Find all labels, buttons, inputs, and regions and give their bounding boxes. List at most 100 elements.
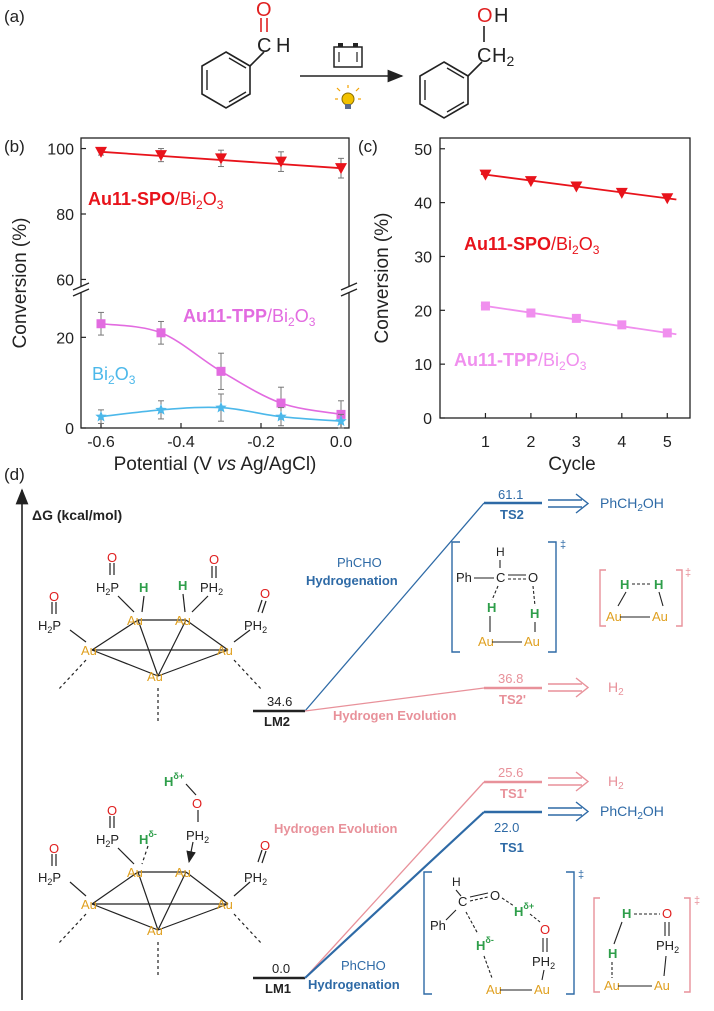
ts1-o-atom: O <box>490 888 500 903</box>
reactant-ring-double-bond <box>228 91 247 103</box>
ts2-structure: ‡ Ph H C O H H Au Au <box>451 539 566 653</box>
level-ts1p-value: 25.6 <box>498 765 523 780</box>
chart-b-y-tick-label: 100 <box>47 142 74 159</box>
level-ts1-name: TS1 <box>500 840 524 855</box>
ts1-h-delta-minus: Hδ- <box>476 935 494 953</box>
lm1-au-atom: Au <box>217 897 233 912</box>
product-benzene-ring <box>419 61 469 119</box>
light-bulb-icon <box>335 85 361 109</box>
chart-b-data-point <box>215 401 227 413</box>
ts2-h-green: H <box>530 606 539 621</box>
lm2-h2p-ligand: H2P <box>38 618 61 635</box>
path-label-hydrogenation-bottom: Hydrogenation <box>308 977 400 992</box>
chart-c-frame <box>439 137 691 419</box>
panel-label-c: (c) <box>358 137 378 156</box>
level-ts2p-name: TS2' <box>499 692 526 707</box>
chart-b-axis-break-left-gap <box>74 286 88 292</box>
chart-b-data-point <box>276 398 286 408</box>
ts2-ph-label: Ph <box>456 570 472 585</box>
chart-c-x-tick-label: 1 <box>481 434 490 451</box>
scheme-a: C H O C H2 <box>201 0 514 119</box>
chart-b-data-point <box>216 366 226 376</box>
chart-c-data-point <box>570 181 583 193</box>
path-label-hydrogen-evolution-top: Hydrogen Evolution <box>333 708 457 723</box>
ts2p-dagger: ‡ <box>685 567 691 579</box>
lm1-au-atom: Au <box>147 923 163 938</box>
chart-c-x-tick-label: 5 <box>663 434 672 451</box>
lm1-o-atom: O <box>192 796 202 811</box>
chart-b-data-point <box>95 410 107 422</box>
lm1-h-delta-minus: Hδ- <box>139 829 157 847</box>
chart-b-data-point <box>156 328 166 338</box>
product-hydrogen-atom: H <box>494 5 508 27</box>
lm2-cluster-structure: Au Au Au Au Au H H H2P O PH2 O H2P O PH2… <box>38 550 270 722</box>
ts2-au-atom: Au <box>478 634 494 649</box>
level-ts2-value: 61.1 <box>498 487 523 502</box>
ts2p-h-green: H <box>654 577 663 592</box>
lm2-h-bond <box>141 595 145 613</box>
chart-b-axis-break-left <box>72 282 90 291</box>
lm1-h2p-ligand: H2P <box>96 832 119 849</box>
chart-b-axis-break-left <box>72 288 90 297</box>
ts1p-au-atom: Au <box>654 978 670 993</box>
product-ts2-phch2oh: PhCH2OH <box>600 495 664 514</box>
chart-c-y-tick-label: 0 <box>423 411 432 428</box>
lm2-o-atom: O <box>49 589 59 604</box>
path-lm2-ts2 <box>304 502 485 712</box>
level-lm2-name: LM2 <box>264 714 290 729</box>
ts1-h-delta-plus: Hδ+ <box>514 901 534 919</box>
chart-c-y-tick-label: 20 <box>414 303 432 320</box>
level-lm1-value: 0.0 <box>272 961 290 976</box>
chart-c-legend-spo: Au11-SPO/Bi2O3 <box>464 234 600 257</box>
lm2-o-atom: O <box>209 552 219 567</box>
ts2-h-green: H <box>487 600 496 615</box>
chart-b-x-tick-label: 0.0 <box>330 434 352 451</box>
level-lm2-value: 34.6 <box>267 694 292 709</box>
chart-b-data-point <box>155 403 167 415</box>
chart-b-legend-tpp: Au11-TPP/Bi2O3 <box>183 306 316 329</box>
chart-c-x-tick-label: 4 <box>617 434 626 451</box>
chart-c-y-tick-label: 30 <box>414 249 432 266</box>
chart-b-ylabel: Conversion (%) <box>10 218 31 349</box>
product-arrow-ts2p <box>548 677 590 698</box>
ts2p-structure: ‡ H H Au Au <box>599 567 691 627</box>
ts1p-h-green: H <box>608 946 617 961</box>
lm1-o-atom: O <box>107 803 117 818</box>
chart-b-axis-break-right-gap <box>342 286 356 292</box>
chart-c-xlabel: Cycle <box>548 454 596 475</box>
chart-c-x-tick-label: 3 <box>572 434 581 451</box>
chart-b-x-tick-label: -0.2 <box>247 434 275 451</box>
path-lm1-ts1p <box>304 781 485 979</box>
chart-c-y-tick-label: 40 <box>414 196 432 213</box>
chart-b-frame <box>80 137 350 429</box>
product-arrow-ts1p <box>548 771 590 792</box>
chart-b-legend-bi2o3: Bi2O3 <box>92 364 136 387</box>
product-oxygen-atom: O <box>477 5 493 27</box>
product-h2-label: H2 <box>492 45 514 69</box>
reactant-hydrogen-atom: H <box>276 35 290 57</box>
ts1-dagger: ‡ <box>578 869 584 881</box>
lm1-au-atom: Au <box>81 897 97 912</box>
ts2-au-atom: Au <box>524 634 540 649</box>
path-label-phcho-top: PhCHO <box>337 555 382 570</box>
lm2-h2p-ligand: H2P <box>96 580 119 597</box>
chart-b-data-point <box>215 153 227 165</box>
ts1-o-atom: O <box>540 922 550 937</box>
lm1-h2p-ligand: H2P <box>38 870 61 887</box>
level-ts2p-value: 36.8 <box>498 671 523 686</box>
chart-c-data-point <box>661 193 674 205</box>
panel-label-d: (d) <box>4 465 25 484</box>
product-arrow-ts1 <box>548 801 590 822</box>
ts1p-dagger: ‡ <box>694 895 700 907</box>
lm2-au-atom: Au <box>81 643 97 658</box>
lm2-au-atom: Au <box>127 613 143 628</box>
product-arrow-ts2 <box>548 493 590 514</box>
lm1-ph2-ligand: PH2 <box>186 828 209 845</box>
lm1-au-atom: Au <box>175 865 191 880</box>
ts1p-au-atom: Au <box>604 978 620 993</box>
chart-b-data-point <box>335 163 347 175</box>
ts1-structure: ‡ H C O Ph Hδ+ Hδ- O PH2 Au Au <box>423 869 584 997</box>
chart-c-data-point <box>617 320 627 330</box>
energy-diagram: ΔG (kcal/mol) 34.6 LM2 61.1 TS2 36.8 TS2… <box>15 487 700 1000</box>
product-ts1p-h2: H2 <box>608 773 624 792</box>
